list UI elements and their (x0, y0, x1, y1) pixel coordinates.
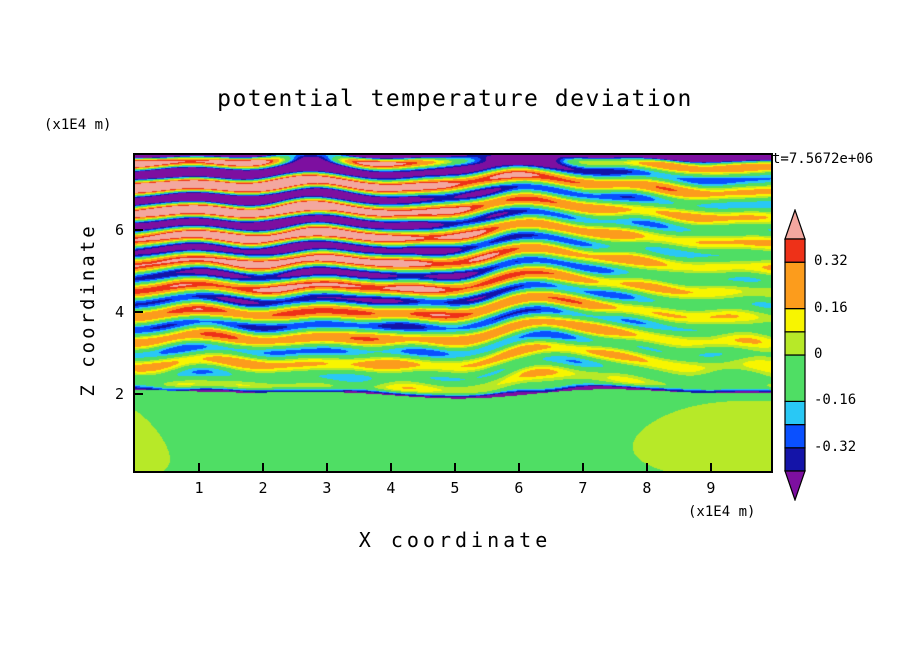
colorbar-segment (784, 354, 806, 403)
colorbar-segment (784, 447, 806, 472)
x-axis-units-label: (x1E4 m) (688, 504, 756, 520)
x-tick-mark (453, 463, 456, 471)
colorbar-segment (784, 400, 806, 426)
x-tick-label: 9 (706, 479, 716, 497)
colorbar-tick-label: 0.32 (814, 253, 848, 270)
x-tick-mark (645, 463, 648, 471)
x-tick-label: 5 (450, 479, 460, 497)
x-tick-mark (517, 463, 520, 471)
y-tick-label: 2 (114, 384, 124, 403)
x-tick-mark (197, 463, 200, 471)
colorbar-top-arrow (784, 209, 806, 240)
x-tick-label: 4 (386, 479, 396, 497)
y-tick-mark (135, 229, 143, 232)
colorbar-tick-label: -0.32 (814, 438, 857, 455)
chart-title: potential temperature deviation (217, 86, 693, 112)
x-tick-label: 1 (194, 479, 204, 497)
x-tick-mark (325, 463, 328, 471)
colorbar-segment (784, 261, 806, 310)
x-tick-label: 8 (642, 479, 652, 497)
colorbar-segment (784, 238, 806, 263)
y-axis-units-label: (x1E4 m) (44, 117, 112, 133)
y-tick-mark (135, 310, 143, 313)
colorbar-segment (784, 331, 806, 356)
x-tick-label: 3 (322, 479, 332, 497)
y-tick-mark (135, 392, 143, 395)
y-tick-label: 4 (114, 302, 124, 321)
colorbar-segment (784, 307, 806, 333)
x-tick-mark (261, 463, 264, 471)
timestamp-label: t=7.5672e+06 (772, 151, 874, 167)
x-tick-label: 2 (258, 479, 268, 497)
x-tick-label: 7 (578, 479, 588, 497)
colorbar-segment (784, 424, 806, 449)
colorbar-tick-label: -0.16 (814, 392, 857, 409)
heatmap-canvas (135, 155, 771, 471)
x-tick-mark (709, 463, 712, 471)
plot-area (133, 153, 773, 473)
y-tick-label: 6 (114, 221, 124, 240)
colorbar-bottom-arrow (784, 470, 806, 501)
x-tick-label: 6 (514, 479, 524, 497)
colorbar-tick-label: 0.16 (814, 299, 848, 316)
x-tick-mark (389, 463, 392, 471)
colorbar (784, 209, 806, 501)
x-axis-label: X coordinate (358, 528, 552, 552)
x-tick-mark (581, 463, 584, 471)
colorbar-tick-label: 0 (814, 346, 823, 362)
